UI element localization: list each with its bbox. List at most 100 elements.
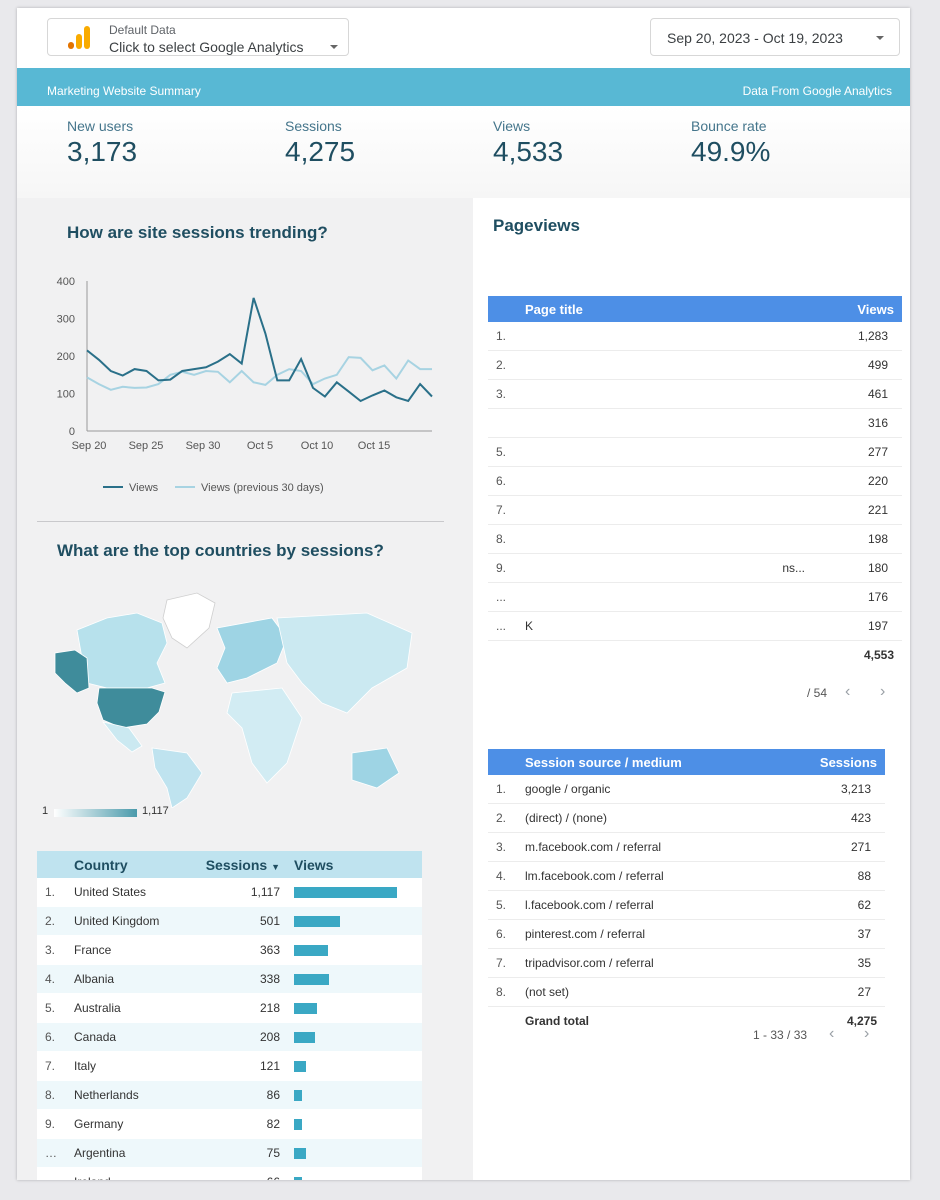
- pageview-row[interactable]: ... 176: [488, 582, 902, 612]
- country-row[interactable]: 7. Italy 121: [37, 1051, 422, 1081]
- source-medium: google / organic: [525, 775, 785, 804]
- pageviews-title: Pageviews: [493, 216, 580, 235]
- header-sessions[interactable]: Sessions: [819, 754, 877, 770]
- country-row[interactable]: … Argentina 75: [37, 1138, 422, 1168]
- x-tick-label: Oct 15: [358, 440, 390, 452]
- row-index: 8.: [488, 524, 525, 554]
- data-source-picker[interactable]: Default Data Click to select Google Anal…: [47, 18, 349, 56]
- pageview-row[interactable]: 1. 1,283: [488, 322, 902, 351]
- pageview-row[interactable]: 8. 198: [488, 524, 902, 554]
- views-bar-cell: [294, 1138, 422, 1168]
- source-total-label: Grand total: [525, 1006, 785, 1035]
- views-bar-cell: [294, 1109, 422, 1139]
- legend-label: Views (previous 30 days): [201, 482, 324, 494]
- series-line-views[interactable]: [86, 297, 433, 403]
- source-row[interactable]: 5. l.facebook.com / referral 62: [488, 890, 885, 920]
- country-name: Albania: [74, 964, 184, 994]
- header-views[interactable]: Views: [294, 856, 334, 873]
- kpi-label: Views: [493, 118, 531, 134]
- country-sessions: 66: [184, 1167, 294, 1180]
- source-row[interactable]: 8. (not set) 27: [488, 977, 885, 1007]
- pageview-row[interactable]: 3. 461: [488, 379, 902, 409]
- page-views: 221: [825, 495, 902, 525]
- country-row[interactable]: 3. France 363: [37, 935, 422, 965]
- country-row[interactable]: 9. Germany 82: [37, 1109, 422, 1139]
- country-name: Ireland: [74, 1167, 184, 1180]
- source-row[interactable]: 7. tripadvisor.com / referral 35: [488, 948, 885, 978]
- chevron-left-icon[interactable]: ‹: [845, 683, 851, 700]
- country-name: Argentina: [74, 1138, 184, 1168]
- header-source-medium[interactable]: Session source / medium: [525, 754, 682, 770]
- header-views[interactable]: Views: [857, 301, 894, 317]
- chevron-left-icon[interactable]: ‹: [829, 1025, 835, 1042]
- sessions-line-chart[interactable]: 0 100 200 300 400 Sep 20 Sep 25 Sep 30 Oct 5 Oct …: [47, 273, 447, 498]
- pageviews-pager: / 54: [807, 686, 828, 700]
- source-row[interactable]: 2. (direct) / (none) 423: [488, 803, 885, 833]
- page-views: 176: [825, 582, 902, 612]
- map-mexico: [101, 721, 143, 753]
- header-page-title[interactable]: Page title: [525, 301, 583, 317]
- kpi-scorecards: New users 3,173 Sessions 4,275 Views 4,5…: [17, 106, 910, 198]
- row-index: [488, 408, 525, 438]
- source-sessions: 3,213: [785, 775, 885, 804]
- views-bar-cell: [294, 1022, 422, 1052]
- chevron-right-icon[interactable]: ›: [880, 683, 886, 700]
- country-row[interactable]: 6. Canada 208: [37, 1022, 422, 1052]
- views-bar: [294, 915, 341, 927]
- map-africa: [226, 687, 303, 784]
- row-index: [37, 1167, 74, 1180]
- map-alaska: [54, 649, 90, 694]
- page-title: [525, 582, 825, 612]
- row-index: 5.: [488, 890, 525, 920]
- series-line-views-previous-30-days[interactable]: [86, 356, 432, 391]
- page-views: 198: [825, 524, 902, 554]
- banner-source: Data From Google Analytics: [742, 84, 892, 98]
- views-bar: [294, 944, 328, 956]
- source-row[interactable]: 4. lm.facebook.com / referral 88: [488, 861, 885, 891]
- kpi-value: 49.9%: [691, 136, 771, 167]
- page-title: K: [525, 611, 825, 641]
- pageview-row[interactable]: 5. 277: [488, 437, 902, 467]
- country-row[interactable]: 2. United Kingdom 501: [37, 906, 422, 936]
- country-name: Netherlands: [74, 1080, 184, 1110]
- chevron-right-icon[interactable]: ›: [864, 1025, 870, 1042]
- sessions-chart-title: How are site sessions trending?: [67, 223, 328, 242]
- sort-desc-icon[interactable]: ▼: [271, 861, 280, 872]
- pageview-row[interactable]: ... K 197: [488, 611, 902, 641]
- source-medium: (not set): [525, 977, 785, 1007]
- pageview-row[interactable]: 7. 221: [488, 495, 902, 525]
- google-analytics-icon: [68, 26, 90, 49]
- source-row[interactable]: 6. pinterest.com / referral 37: [488, 919, 885, 949]
- pageview-row[interactable]: 6. 220: [488, 466, 902, 496]
- countries-title: What are the top countries by sessions?: [57, 541, 384, 560]
- map-legend-max: 1,117: [142, 805, 169, 817]
- views-bar-cell: [294, 878, 422, 907]
- country-row[interactable]: Ireland66: [37, 1167, 422, 1180]
- page-title: [525, 466, 825, 496]
- pageviews-total: 4,553: [825, 640, 902, 669]
- world-map-geo-chart[interactable]: [37, 588, 417, 808]
- date-range-picker[interactable]: Sep 20, 2023 - Oct 19, 2023: [650, 18, 900, 56]
- header-country[interactable]: Country: [74, 856, 128, 873]
- source-row[interactable]: 3. m.facebook.com / referral 271: [488, 832, 885, 862]
- source-row[interactable]: 1. google / organic 3,213: [488, 775, 885, 804]
- header-sessions[interactable]: Sessions ▼: [184, 851, 294, 878]
- sources-pager: 1 - 33 / 33: [753, 1028, 808, 1042]
- source-table-header: Session source / medium Sessions: [488, 749, 885, 775]
- pageview-row[interactable]: 9. ns... 180: [488, 553, 902, 583]
- country-row[interactable]: 1. United States 1,117: [37, 878, 422, 907]
- pageview-row[interactable]: 2. 499: [488, 350, 902, 380]
- country-row[interactable]: 5. Australia 218: [37, 993, 422, 1023]
- country-row[interactable]: 8. Netherlands 86: [37, 1080, 422, 1110]
- row-index: 1.: [488, 775, 525, 804]
- session-source-table: Session source / medium Sessions 1. googl…: [488, 749, 885, 1035]
- country-row[interactable]: 4. Albania 338: [37, 964, 422, 994]
- kpi-sessions: Sessions 4,275: [285, 118, 355, 168]
- views-bar-cell: [294, 1167, 422, 1180]
- date-range-value: Sep 20, 2023 - Oct 19, 2023: [667, 30, 843, 46]
- source-medium: lm.facebook.com / referral: [525, 861, 785, 891]
- map-south-america: [151, 747, 203, 808]
- row-index: …: [37, 1138, 74, 1168]
- country-sessions: 208: [184, 1022, 294, 1052]
- pageview-row[interactable]: 316: [488, 408, 902, 438]
